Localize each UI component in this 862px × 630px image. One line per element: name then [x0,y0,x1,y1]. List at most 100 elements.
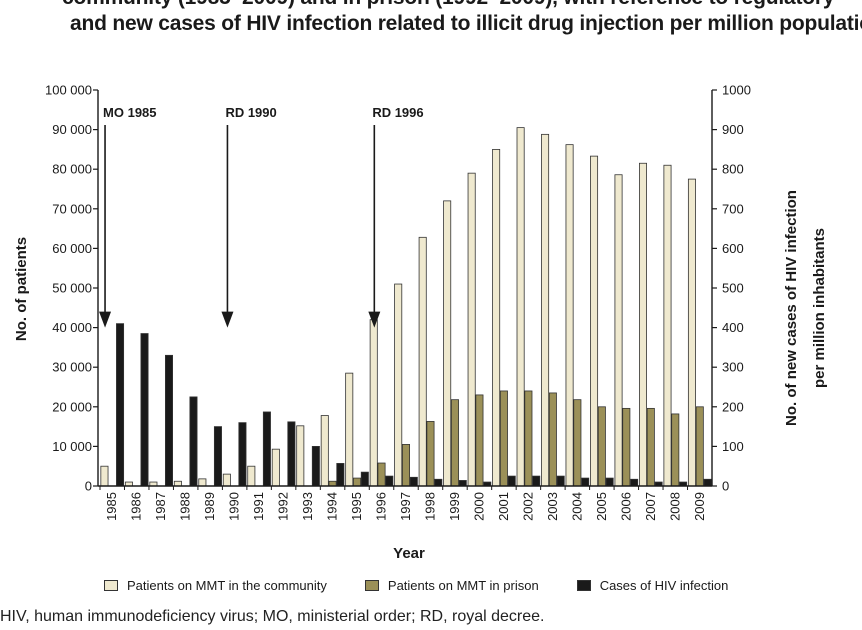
bar-community-1996 [369,319,378,487]
footnote: HIV, human immunodeficiency virus; MO, m… [0,608,545,625]
x-tick-label-1995: 1995 [349,492,364,521]
bar-prison-1996 [377,462,386,487]
bar-hiv-2003 [556,475,565,487]
bar-community-1990 [222,473,231,487]
x-tick-label-2007: 2007 [643,492,658,521]
x-tick-label-1985: 1985 [104,492,119,521]
x-tick-label-2001: 2001 [496,492,511,521]
legend-label-prison: Patients on MMT in prison [387,578,539,593]
bar-community-2006 [614,174,623,487]
chart-title-line-2: and new cases of HIV infection related t… [70,12,862,35]
y-tick-right-label: 500 [722,281,744,296]
bar-community-2007 [639,162,648,487]
bar-hiv-1997 [409,476,418,487]
bar-prison-2005 [597,406,606,487]
y-tick-right-label: 900 [722,122,744,137]
bar-community-2003 [541,133,550,487]
bar-prison-2000 [475,394,484,487]
x-tick-label-2002: 2002 [520,492,535,521]
bar-hiv-2006 [630,478,639,487]
x-tick-label-2004: 2004 [569,492,584,521]
bar-community-2000 [467,172,476,487]
y-axis-right-title-line-2: per million inhabitants [811,228,828,388]
x-tick-label-1990: 1990 [227,492,242,521]
y-tick-left-label: 90 000 [52,122,92,137]
bar-hiv-1993 [311,445,320,487]
x-tick-label-1998: 1998 [422,492,437,521]
x-tick-label-2003: 2003 [545,492,560,521]
bar-hiv-2009 [703,478,712,487]
x-tick-label-1988: 1988 [178,492,193,521]
x-tick-label-1987: 1987 [153,492,168,521]
bar-hiv-2005 [605,477,614,487]
y-tick-left-label: 20 000 [52,399,92,414]
bar-hiv-1998 [434,478,443,487]
y-tick-left-label: 10 000 [52,439,92,454]
bar-prison-1995 [353,477,362,487]
bar-hiv-1994 [336,463,345,487]
bar-prison-1994 [328,480,337,487]
annotation-label-1996: RD 1996 [372,105,423,120]
bar-community-1989 [198,478,207,487]
bar-prison-2004 [573,399,582,487]
bar-prison-1998 [426,421,435,487]
bar-community-2009 [687,178,696,487]
y-tick-left-label: 100 000 [45,83,92,98]
legend-swatch-prison [364,580,379,591]
x-tick-label-1993: 1993 [300,492,315,521]
bar-prison-2007 [646,407,655,487]
y-tick-right-label: 100 [722,439,744,454]
bar-prison-2003 [548,392,557,487]
bar-hiv-1985 [116,323,125,487]
bar-prison-2002 [524,390,533,487]
x-axis-title: Year [393,545,425,562]
x-tick-label-1989: 1989 [202,492,217,521]
x-tick-label-1992: 1992 [276,492,291,521]
bar-community-2005 [590,155,599,487]
bar-prison-2009 [695,406,704,487]
y-tick-right-label: 800 [722,162,744,177]
chart-title-line-1: community (1985–2009) and in prison (199… [62,0,862,10]
annotation-label-1985: MO 1985 [103,105,156,120]
y-tick-right-label: 700 [722,201,744,216]
y-tick-left-label: 80 000 [52,162,92,177]
legend-label-community: Patients on MMT in the community [127,578,327,593]
bar-community-1992 [271,448,280,487]
legend-item-prison: Patients on MMT in prison [364,578,539,593]
bar-prison-1997 [401,444,410,487]
bar-community-1995 [345,372,354,487]
y-axis-left-title: No. of patients [13,237,30,341]
x-tick-label-1996: 1996 [374,492,389,521]
bar-prison-1999 [450,399,459,487]
y-tick-right-label: 0 [722,479,729,494]
bar-community-1999 [443,200,452,487]
x-tick-label-1986: 1986 [129,492,144,521]
x-tick-label-1991: 1991 [251,492,266,521]
bar-hiv-1992 [287,421,296,487]
x-tick-label-2000: 2000 [471,492,486,521]
annotation-arrowhead-1985 [99,311,112,328]
bar-hiv-1986 [140,333,149,487]
x-tick-label-2008: 2008 [667,492,682,521]
bar-prison-2006 [622,407,631,487]
bar-community-1994 [320,415,329,487]
legend-swatch-hiv [576,580,591,591]
legend-item-hiv: Cases of HIV infection [576,578,728,593]
y-tick-left-label: 40 000 [52,320,92,335]
y-tick-left-label: 50 000 [52,281,92,296]
legend-item-community: Patients on MMT in the community [104,578,327,593]
bar-hiv-1996 [385,475,394,487]
y-tick-right-label: 400 [722,320,744,335]
bar-hiv-2004 [581,477,590,487]
annotation-arrowhead-1996 [368,311,381,328]
y-tick-right-label: 1000 [722,83,751,98]
bar-community-1991 [247,465,256,487]
x-tick-label-1994: 1994 [325,492,340,521]
y-axis-right-title-line-1: No. of new cases of HIV infection [783,190,800,426]
bar-community-1998 [418,236,427,487]
annotation-label-1990: RD 1990 [225,105,276,120]
x-tick-label-2009: 2009 [692,492,707,521]
x-tick-label-1999: 1999 [447,492,462,521]
y-tick-left-label: 60 000 [52,241,92,256]
